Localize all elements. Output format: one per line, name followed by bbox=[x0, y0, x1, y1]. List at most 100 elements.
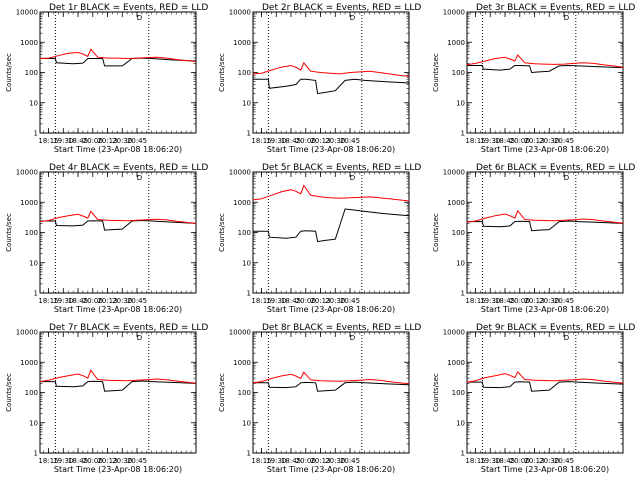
x-tick-label: 19:30 bbox=[53, 297, 73, 305]
x-tick-label: 20:00 bbox=[510, 137, 530, 145]
y-axis-label: Counts/sec bbox=[432, 373, 440, 412]
y-tick-label: 1 bbox=[34, 130, 38, 138]
y-tick-label: 100 bbox=[25, 389, 38, 397]
x-tick-label: 20:30 bbox=[325, 457, 345, 465]
x-tick-label: 18:45 bbox=[281, 137, 301, 145]
y-tick-label: 100 bbox=[238, 229, 251, 237]
x-tick-label: 19:30 bbox=[480, 457, 500, 465]
y-axis-label: Counts/sec bbox=[432, 213, 440, 252]
x-tick-label: 20:45 bbox=[127, 457, 147, 465]
marker-label: D bbox=[350, 14, 355, 22]
x-tick-label: 20:30 bbox=[539, 457, 559, 465]
y-tick-label: 1000 bbox=[447, 199, 465, 207]
x-tick-label: 20:13 bbox=[97, 137, 117, 145]
series-events-line bbox=[252, 208, 410, 243]
y-tick-label: 100 bbox=[452, 69, 465, 77]
x-tick-label: 19:30 bbox=[53, 137, 73, 145]
series-events-line bbox=[466, 220, 624, 232]
x-tick-label: 19:30 bbox=[480, 297, 500, 305]
series-lld-line bbox=[39, 369, 197, 384]
chart-panel: Det 8r BLACK = Events, RED = LLD 1 10 100 10… bbox=[218, 323, 421, 474]
marker-label: D bbox=[564, 334, 569, 342]
x-axis-label: Start Time (23-Apr-08 18:06:20) bbox=[481, 465, 609, 474]
series-events-line bbox=[252, 78, 410, 95]
y-tick-label: 1000 bbox=[20, 39, 38, 47]
y-tick-label: 1000 bbox=[20, 199, 38, 207]
plot-frame bbox=[252, 11, 410, 134]
x-tick-label: 20:30 bbox=[112, 297, 132, 305]
x-tick-label: 20:00 bbox=[83, 297, 103, 305]
chart-title: Det 2r BLACK = Events, RED = LLD bbox=[262, 3, 421, 13]
marker-label: D bbox=[350, 334, 355, 342]
y-tick-label: 100 bbox=[238, 389, 251, 397]
y-axis-label: Counts/sec bbox=[218, 53, 226, 92]
y-tick-label: 100 bbox=[452, 229, 465, 237]
x-tick-label: 20:30 bbox=[325, 297, 345, 305]
x-tick-label: 20:45 bbox=[127, 137, 147, 145]
x-axis-label: Start Time (23-Apr-08 18:06:20) bbox=[54, 145, 182, 154]
y-tick-label: 10000 bbox=[229, 329, 251, 337]
x-tick-label: 20:30 bbox=[112, 137, 132, 145]
x-tick-label: 20:00 bbox=[510, 297, 530, 305]
x-tick-label: 18:15 bbox=[38, 137, 58, 145]
plot-frame bbox=[466, 171, 624, 294]
chart-title: Det 8r BLACK = Events, RED = LLD bbox=[262, 323, 421, 333]
y-tick-label: 1 bbox=[34, 450, 38, 458]
plot-frame bbox=[39, 171, 197, 294]
y-axis-label: Counts/sec bbox=[5, 213, 13, 252]
x-tick-label: 18:15 bbox=[38, 297, 58, 305]
marker-label: D bbox=[564, 14, 569, 22]
marker-label: D bbox=[564, 174, 569, 182]
y-tick-label: 100 bbox=[25, 69, 38, 77]
x-tick-label: 20:30 bbox=[539, 297, 559, 305]
x-tick-label: 18:45 bbox=[281, 297, 301, 305]
plot-frame bbox=[39, 331, 197, 454]
x-tick-label: 18:45 bbox=[68, 137, 88, 145]
x-axis-label: Start Time (23-Apr-08 18:06:20) bbox=[54, 465, 182, 474]
x-tick-label: 18:45 bbox=[495, 297, 515, 305]
chart-panel: Det 4r BLACK = Events, RED = LLD 1 10 100 10… bbox=[5, 163, 208, 314]
chart-panel: Det 1r BLACK = Events, RED = LLD 1 10 100 10… bbox=[5, 3, 208, 154]
x-tick-label: 19:30 bbox=[480, 137, 500, 145]
plot-frame bbox=[466, 331, 624, 454]
x-tick-label: 18:45 bbox=[495, 457, 515, 465]
plot-frame bbox=[466, 11, 624, 134]
marker-label: D bbox=[137, 14, 142, 22]
x-tick-label: 19:30 bbox=[53, 457, 73, 465]
x-tick-label: 20:00 bbox=[296, 297, 316, 305]
x-tick-label: 20:13 bbox=[310, 137, 330, 145]
x-tick-label: 20:45 bbox=[554, 457, 574, 465]
y-tick-label: 10 bbox=[456, 99, 465, 107]
chart-title: Det 3r BLACK = Events, RED = LLD bbox=[476, 3, 635, 13]
y-tick-label: 10 bbox=[456, 259, 465, 267]
y-tick-label: 1000 bbox=[447, 359, 465, 367]
x-tick-label: 20:45 bbox=[340, 137, 360, 145]
x-tick-label: 20:00 bbox=[83, 457, 103, 465]
x-tick-label: 18:15 bbox=[251, 137, 271, 145]
x-tick-label: 20:45 bbox=[127, 297, 147, 305]
plot-frame bbox=[39, 11, 197, 134]
y-tick-label: 10 bbox=[242, 259, 251, 267]
chart-panel: Det 5r BLACK = Events, RED = LLD 1 10 100 10… bbox=[218, 163, 421, 314]
x-tick-label: 18:15 bbox=[251, 457, 271, 465]
y-tick-label: 1 bbox=[247, 450, 251, 458]
y-tick-label: 10 bbox=[29, 259, 38, 267]
x-tick-label: 20:00 bbox=[296, 457, 316, 465]
series-lld-line bbox=[39, 210, 197, 224]
y-axis-label: Counts/sec bbox=[5, 373, 13, 412]
y-tick-label: 10 bbox=[29, 419, 38, 427]
x-tick-label: 20:45 bbox=[340, 297, 360, 305]
series-lld-line bbox=[466, 209, 624, 224]
y-tick-label: 1000 bbox=[447, 39, 465, 47]
chart-panel: Det 3r BLACK = Events, RED = LLD 1 10 100 10… bbox=[432, 3, 635, 154]
marker-label: D bbox=[137, 334, 142, 342]
x-tick-label: 20:13 bbox=[524, 297, 544, 305]
x-tick-label: 19:30 bbox=[266, 137, 286, 145]
x-tick-label: 20:13 bbox=[310, 297, 330, 305]
marker-label: D bbox=[137, 174, 142, 182]
series-lld-line bbox=[466, 371, 624, 384]
x-tick-label: 18:15 bbox=[251, 297, 271, 305]
series-events-line bbox=[466, 64, 624, 74]
x-tick-label: 20:13 bbox=[97, 457, 117, 465]
